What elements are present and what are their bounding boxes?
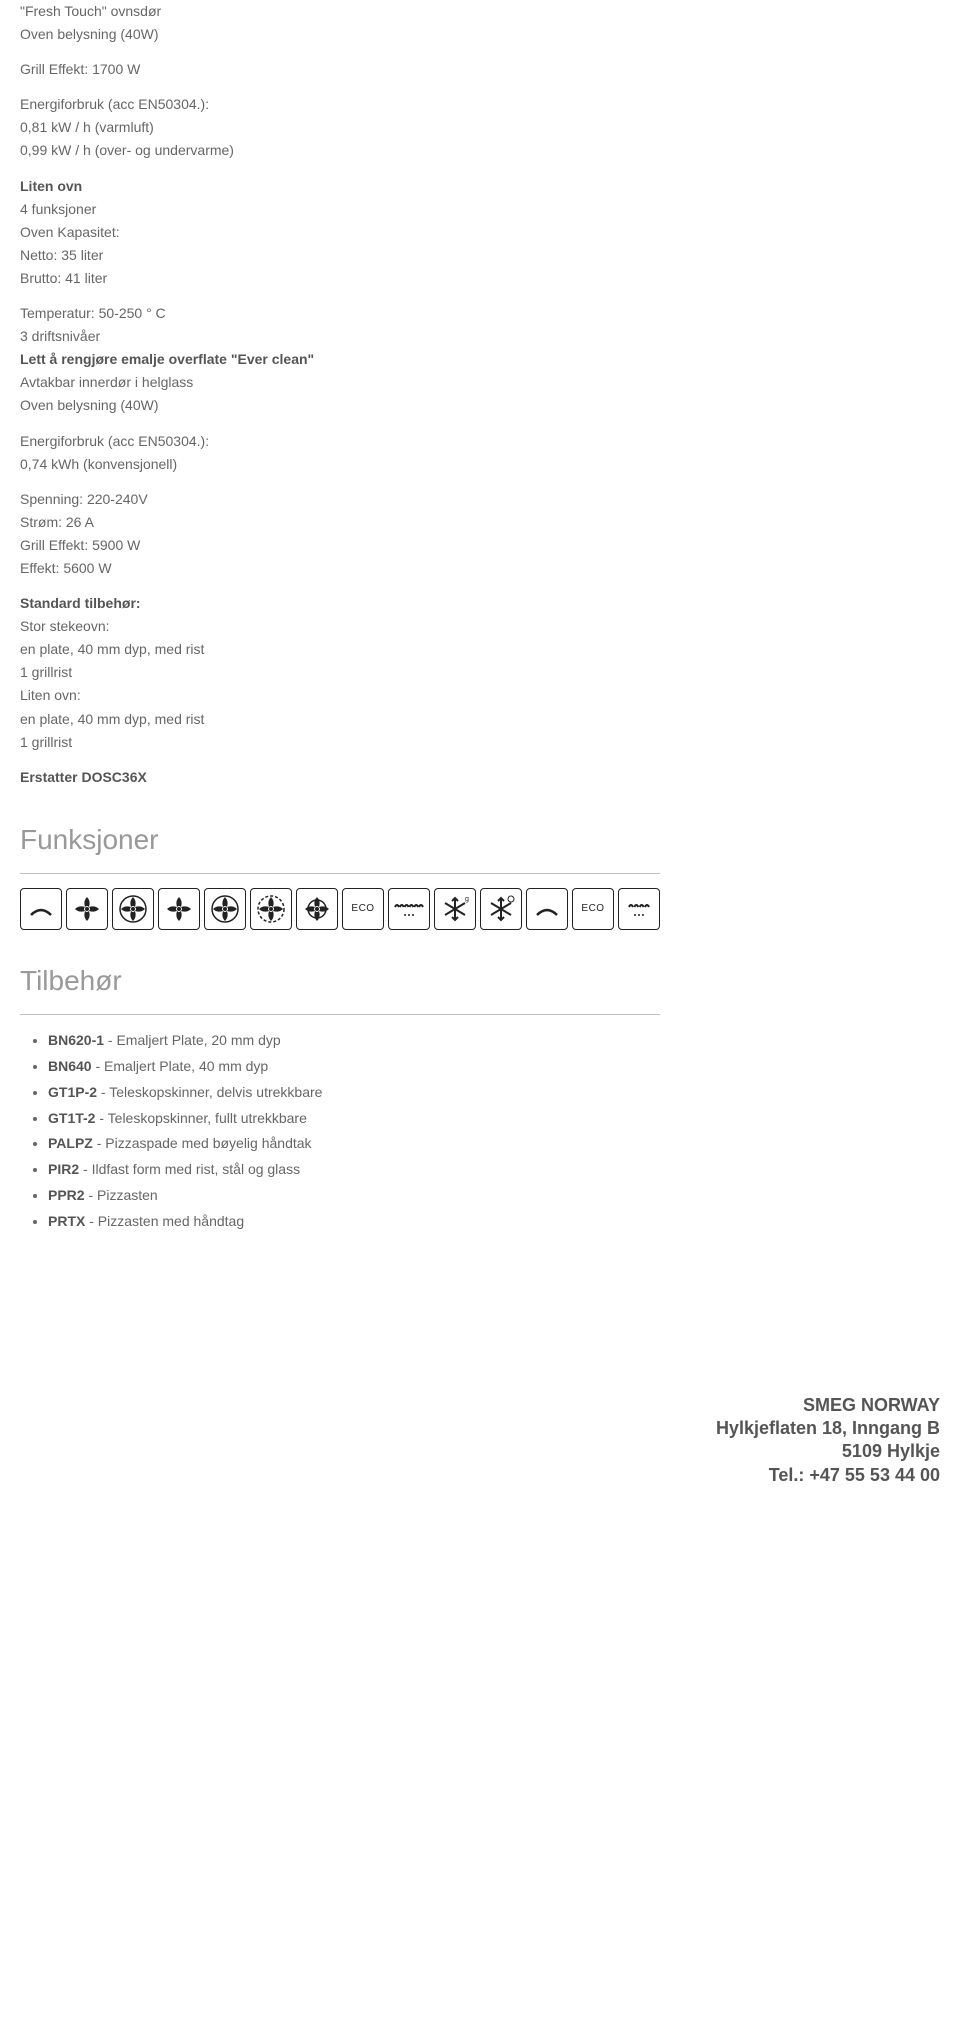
accessory-desc: - Pizzaspade med bøyelig håndtak bbox=[93, 1135, 312, 1151]
spec-easy-clean: Lett å rengjøre emalje overflate "Ever c… bbox=[20, 348, 720, 371]
spec-levels: 3 driftsnivåer bbox=[20, 325, 720, 348]
footer-city: 5109 Hylkje bbox=[20, 1440, 940, 1463]
fan-2-icon bbox=[112, 888, 154, 930]
functions-heading: Funksjoner bbox=[20, 817, 940, 863]
grill-small-icon bbox=[618, 888, 660, 930]
accessory-code: BN640 bbox=[48, 1058, 92, 1074]
footer-phone: Tel.: +47 55 53 44 00 bbox=[20, 1464, 940, 1487]
functions-divider bbox=[20, 873, 660, 874]
spec-capacity-net: Netto: 35 liter bbox=[20, 244, 720, 267]
spec-temp: Temperatur: 50-250 ° C bbox=[20, 302, 720, 325]
accessory-item: BN640 - Emaljert Plate, 40 mm dyp bbox=[48, 1055, 940, 1079]
svg-text:g: g bbox=[465, 896, 469, 903]
footer-address: Hylkjeflaten 18, Inngang B bbox=[20, 1417, 940, 1440]
spec-energy2-label: Energiforbruk (acc EN50304.): bbox=[20, 430, 720, 453]
spec-fresh-touch: "Fresh Touch" ovnsdør bbox=[20, 0, 720, 23]
spec-capacity-label: Oven Kapasitet: bbox=[20, 221, 720, 244]
accessory-code: PALPZ bbox=[48, 1135, 93, 1151]
spec-std3: 1 grillrist bbox=[20, 661, 720, 684]
accessories-list: BN620-1 - Emaljert Plate, 20 mm dypBN640… bbox=[20, 1029, 940, 1233]
accessory-item: GT1T-2 - Teleskopskinner, fullt utrekkba… bbox=[48, 1107, 940, 1131]
eco-1-icon: ECO bbox=[342, 888, 384, 930]
accessory-item: PALPZ - Pizzaspade med bøyelig håndtak bbox=[48, 1132, 940, 1156]
fan-ring-icon bbox=[204, 888, 246, 930]
footer-company: SMEG NORWAY bbox=[20, 1394, 940, 1417]
spec-current: Strøm: 26 A bbox=[20, 511, 720, 534]
accessory-desc: - Ildfast form med rist, stål og glass bbox=[79, 1161, 300, 1177]
spec-capacity-gross: Brutto: 41 liter bbox=[20, 267, 720, 290]
fan-1-icon bbox=[66, 888, 108, 930]
bottom-heat-icon bbox=[20, 888, 62, 930]
accessory-desc: - Emaljert Plate, 20 mm dyp bbox=[104, 1032, 281, 1048]
spec-energy-2: 0,99 kW / h (over- og undervarme) bbox=[20, 139, 720, 162]
accessory-desc: - Pizzasten med håndtag bbox=[85, 1213, 244, 1229]
spec-door: Avtakbar innerdør i helglass bbox=[20, 371, 720, 394]
accessory-code: PIR2 bbox=[48, 1161, 79, 1177]
spec-grill-power: Grill Effekt: 1700 W bbox=[20, 58, 720, 81]
fan-3-icon bbox=[158, 888, 200, 930]
spec-std5: en plate, 40 mm dyp, med rist bbox=[20, 708, 720, 731]
accessory-code: PRTX bbox=[48, 1213, 85, 1229]
accessory-code: GT1T-2 bbox=[48, 1110, 95, 1126]
spec-energy-1: 0,81 kW / h (varmluft) bbox=[20, 116, 720, 139]
spec-std6: 1 grillrist bbox=[20, 731, 720, 754]
spec-funcs: 4 funksjoner bbox=[20, 198, 720, 221]
grill-icon bbox=[388, 888, 430, 930]
spec-grill: Grill Effekt: 5900 W bbox=[20, 534, 720, 557]
footer: SMEG NORWAY Hylkjeflaten 18, Inngang B 5… bbox=[20, 1394, 940, 1488]
spec-replaces: Erstatter DOSC36X bbox=[20, 766, 720, 789]
defrost-ring-icon bbox=[480, 888, 522, 930]
spec-light: Oven belysning (40W) bbox=[20, 394, 720, 417]
spec-std1: Stor stekeovn: bbox=[20, 615, 720, 638]
functions-icon-row: ECO g ECO bbox=[20, 888, 660, 930]
spec-energy-label: Energiforbruk (acc EN50304.): bbox=[20, 93, 720, 116]
accessory-code: GT1P-2 bbox=[48, 1084, 97, 1100]
accessories-heading: Tilbehør bbox=[20, 958, 940, 1004]
defrost-g-icon: g bbox=[434, 888, 476, 930]
accessory-desc: - Teleskopskinner, delvis utrekkbare bbox=[97, 1084, 322, 1100]
spec-std-acc-label: Standard tilbehør: bbox=[20, 592, 720, 615]
accessory-desc: - Pizzasten bbox=[85, 1187, 158, 1203]
accessory-item: GT1P-2 - Teleskopskinner, delvis utrekkb… bbox=[48, 1081, 940, 1105]
spec-std2: en plate, 40 mm dyp, med rist bbox=[20, 638, 720, 661]
spec-energy2-val: 0,74 kWh (konvensjonell) bbox=[20, 453, 720, 476]
accessory-item: PRTX - Pizzasten med håndtag bbox=[48, 1210, 940, 1234]
accessory-desc: - Emaljert Plate, 40 mm dyp bbox=[92, 1058, 269, 1074]
spec-std4: Liten ovn: bbox=[20, 684, 720, 707]
accessories-divider bbox=[20, 1014, 660, 1015]
accessory-desc: - Teleskopskinner, fullt utrekkbare bbox=[95, 1110, 306, 1126]
accessory-item: BN620-1 - Emaljert Plate, 20 mm dyp bbox=[48, 1029, 940, 1053]
bottom-heat-2-icon bbox=[526, 888, 568, 930]
accessory-item: PIR2 - Ildfast form med rist, stål og gl… bbox=[48, 1158, 940, 1182]
eco-2-icon: ECO bbox=[572, 888, 614, 930]
fan-dashed-icon bbox=[250, 888, 292, 930]
spec-small-oven-header: Liten ovn bbox=[20, 175, 720, 198]
spec-oven-light: Oven belysning (40W) bbox=[20, 23, 720, 46]
spec-voltage: Spenning: 220-240V bbox=[20, 488, 720, 511]
accessory-code: PPR2 bbox=[48, 1187, 85, 1203]
accessory-code: BN620-1 bbox=[48, 1032, 104, 1048]
spec-power: Effekt: 5600 W bbox=[20, 557, 720, 580]
fan-inner-icon bbox=[296, 888, 338, 930]
accessory-item: PPR2 - Pizzasten bbox=[48, 1184, 940, 1208]
